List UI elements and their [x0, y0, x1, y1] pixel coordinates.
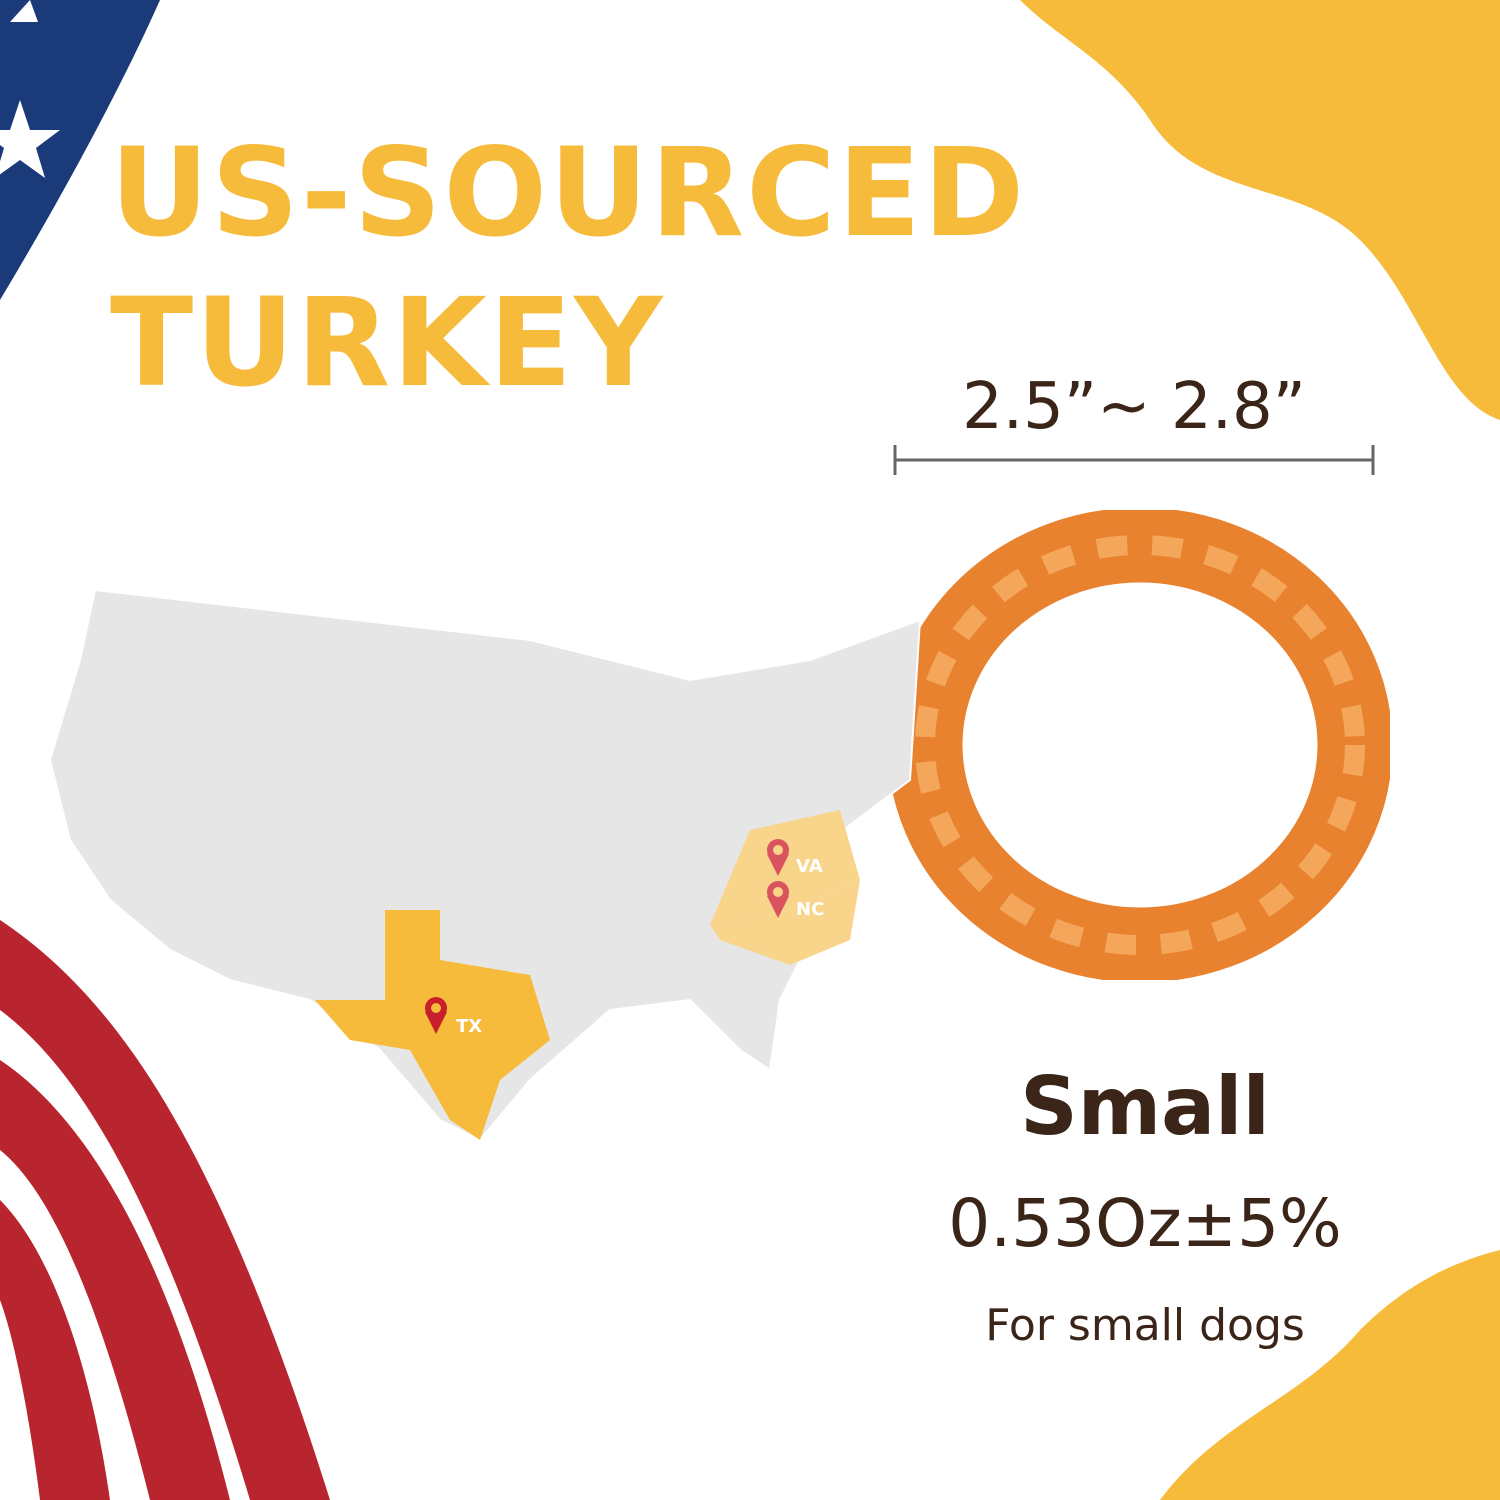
state-label-nc: NC	[796, 899, 824, 920]
dimension-label: 2.5”~ 2.8”	[962, 370, 1306, 444]
dimension-line	[893, 445, 1375, 475]
flag-stripes-icon	[0, 920, 330, 1500]
size-name: Small	[1020, 1060, 1270, 1153]
state-va	[710, 810, 860, 925]
product-weight: 0.53Oz±5%	[948, 1185, 1342, 1262]
pin-va-icon	[767, 839, 789, 876]
us-map: VA NC TX	[50, 588, 922, 1142]
headline-line-2: TURKEY	[110, 272, 665, 414]
pin-tx-icon	[425, 997, 447, 1034]
state-nc	[710, 880, 860, 965]
state-label-tx: TX	[456, 1016, 482, 1037]
headline-line-1: US-SOURCED	[110, 122, 1027, 264]
recommendation-text: For small dogs	[985, 1300, 1305, 1351]
state-label-va: VA	[796, 856, 823, 877]
headline: US-SOURCED TURKEY	[110, 118, 1026, 418]
flag-corner-icon	[0, 0, 160, 300]
turkey-ring-product-image	[890, 510, 1390, 980]
pin-nc-icon	[767, 881, 789, 918]
